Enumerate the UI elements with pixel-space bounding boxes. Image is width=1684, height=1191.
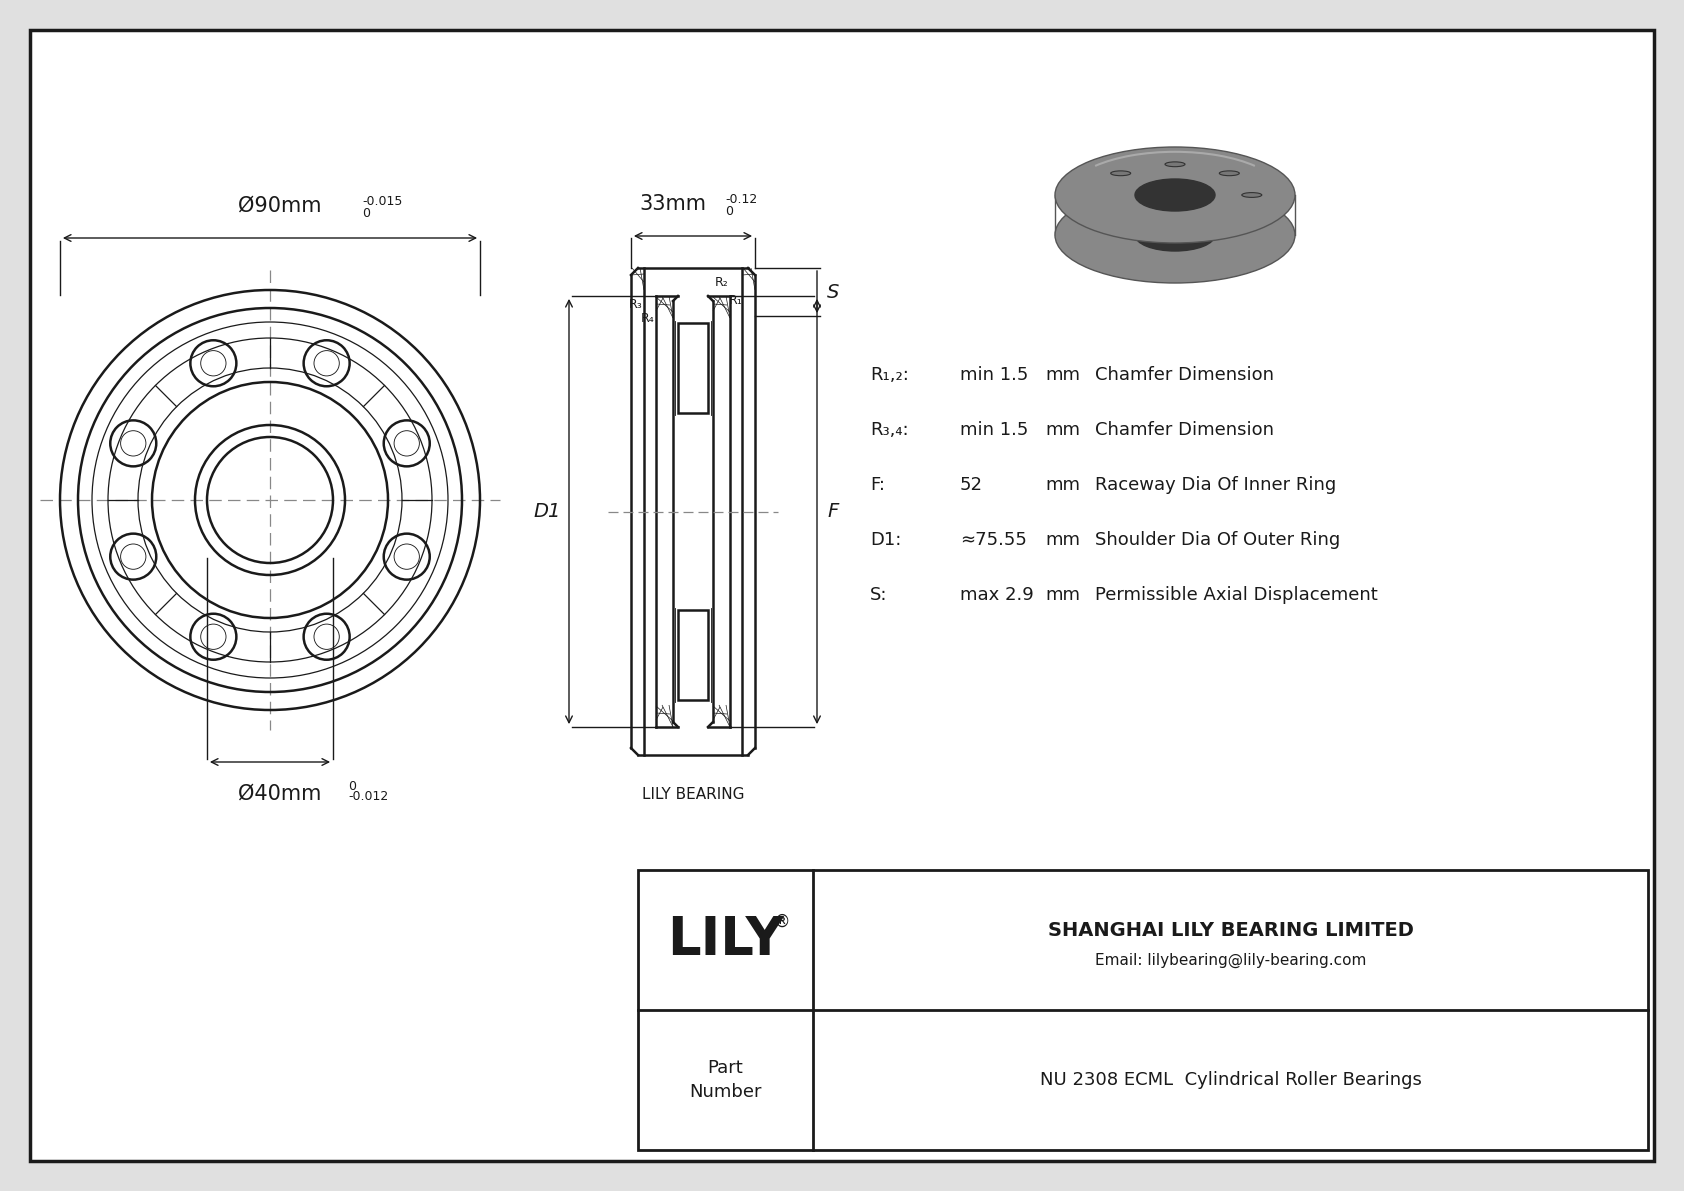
Ellipse shape [1241, 193, 1261, 198]
Ellipse shape [1054, 146, 1295, 243]
Bar [638, 869, 1649, 1151]
Text: D1:: D1: [871, 531, 901, 549]
Text: 52: 52 [960, 476, 983, 494]
Text: ®: ® [773, 913, 790, 931]
Text: R₁,₂:: R₁,₂: [871, 366, 909, 384]
Text: Chamfer Dimension: Chamfer Dimension [1095, 420, 1275, 439]
Text: mm: mm [1046, 366, 1079, 384]
Text: S: S [827, 282, 839, 301]
Text: 0: 0 [362, 207, 370, 220]
Text: R₃: R₃ [628, 298, 642, 311]
Bar [679, 323, 707, 413]
Ellipse shape [1054, 187, 1295, 283]
Text: max 2.9: max 2.9 [960, 586, 1034, 604]
Text: ≈75.55: ≈75.55 [960, 531, 1027, 549]
Bar [679, 610, 707, 700]
Text: 0: 0 [349, 780, 355, 793]
Ellipse shape [1219, 170, 1239, 176]
Text: -0.015: -0.015 [362, 195, 402, 208]
Text: mm: mm [1046, 531, 1079, 549]
Text: Ø90mm: Ø90mm [237, 197, 322, 216]
Text: Email: lilybearing@lily-bearing.com: Email: lilybearing@lily-bearing.com [1095, 953, 1366, 967]
Text: min 1.5: min 1.5 [960, 366, 1029, 384]
Text: mm: mm [1046, 476, 1079, 494]
Text: 33mm: 33mm [640, 194, 707, 214]
Text: mm: mm [1046, 420, 1079, 439]
Text: R₂: R₂ [716, 275, 729, 288]
Text: R₃,₄:: R₃,₄: [871, 420, 909, 439]
Text: Ø40mm: Ø40mm [239, 784, 322, 804]
Text: S:: S: [871, 586, 887, 604]
Text: Permissible Axial Displacement: Permissible Axial Displacement [1095, 586, 1378, 604]
Text: Raceway Dia Of Inner Ring: Raceway Dia Of Inner Ring [1095, 476, 1335, 494]
Ellipse shape [1135, 179, 1214, 211]
Ellipse shape [1135, 219, 1214, 251]
Text: F: F [827, 501, 839, 520]
Text: 0: 0 [726, 205, 733, 218]
Ellipse shape [1165, 162, 1186, 167]
Text: F:: F: [871, 476, 886, 494]
Text: R₁: R₁ [729, 293, 743, 306]
Text: -0.12: -0.12 [726, 193, 758, 206]
Text: SHANGHAI LILY BEARING LIMITED: SHANGHAI LILY BEARING LIMITED [1047, 921, 1413, 940]
Text: Shoulder Dia Of Outer Ring: Shoulder Dia Of Outer Ring [1095, 531, 1340, 549]
Text: D1: D1 [534, 501, 561, 520]
Text: -0.012: -0.012 [349, 790, 389, 803]
Text: LILY BEARING: LILY BEARING [642, 787, 744, 802]
Text: Chamfer Dimension: Chamfer Dimension [1095, 366, 1275, 384]
Ellipse shape [1111, 170, 1130, 176]
Text: LILY: LILY [667, 913, 783, 966]
Text: min 1.5: min 1.5 [960, 420, 1029, 439]
Text: Part
Number: Part Number [689, 1059, 761, 1100]
Text: NU 2308 ECML  Cylindrical Roller Bearings: NU 2308 ECML Cylindrical Roller Bearings [1039, 1071, 1421, 1089]
Text: mm: mm [1046, 586, 1079, 604]
Text: R₄: R₄ [640, 312, 653, 324]
